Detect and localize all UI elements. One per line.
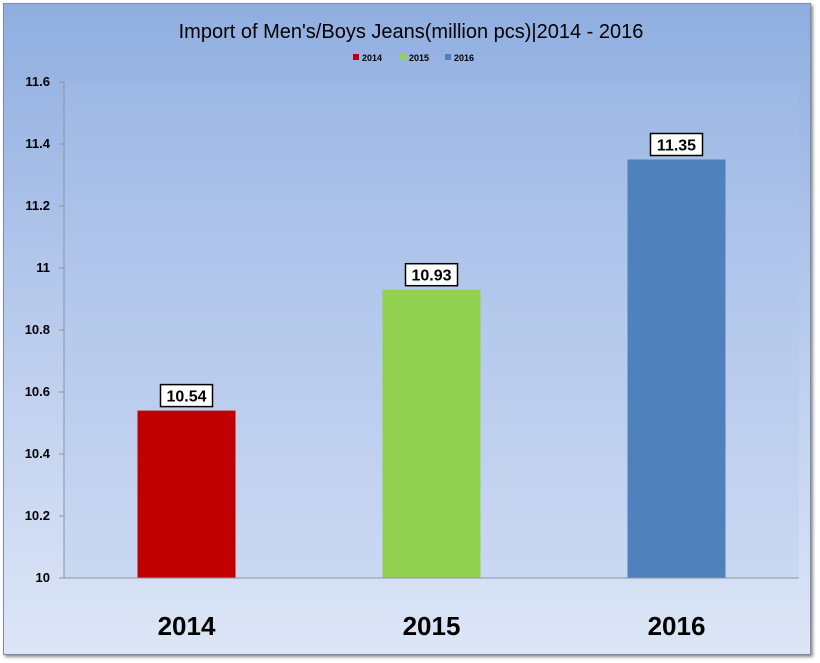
data-label: 11.35 — [657, 138, 696, 155]
y-tick-label: 11.4 — [25, 136, 50, 151]
x-tick-label: 2016 — [648, 611, 706, 641]
y-tick-label: 11.2 — [25, 198, 50, 213]
x-tick-label: 2015 — [403, 611, 461, 641]
legend: 2014 2015 2016 — [353, 53, 474, 63]
legend-label-2014: 2014 — [362, 53, 382, 63]
y-tick-label: 10.4 — [25, 446, 51, 461]
data-label: 10.54 — [166, 389, 206, 406]
y-axis: 10 10.2 10.4 10.6 10.8 11 11.2 11.4 11.6 — [25, 74, 65, 585]
data-label-box — [404, 262, 459, 287]
data-label-box — [649, 132, 704, 157]
bars: 10.54 10.93 11.35 — [137, 132, 726, 578]
data-label-box — [159, 383, 214, 408]
bar-2016 — [627, 159, 726, 578]
y-tick-label: 10 — [36, 570, 50, 585]
legend-label-2015: 2015 — [409, 53, 429, 63]
bar-chart: Import of Men's/Boys Jeans(million pcs)|… — [25, 21, 799, 641]
y-tick-label: 10.2 — [25, 508, 50, 523]
chart-title: Import of Men's/Boys Jeans(million pcs)|… — [179, 21, 644, 43]
legend-swatch-2014 — [353, 54, 359, 60]
y-tick-label: 11.6 — [25, 74, 50, 89]
y-tick-label: 10.8 — [25, 322, 50, 337]
bar-2014 — [137, 410, 236, 578]
data-label: 10.93 — [411, 268, 451, 285]
x-axis: 2014 2015 2016 — [64, 577, 799, 641]
bar-2015 — [382, 289, 481, 578]
legend-swatch-2015 — [400, 54, 406, 60]
chart-container: Import of Men's/Boys Jeans(million pcs)|… — [3, 3, 811, 655]
legend-swatch-2016 — [445, 54, 451, 60]
y-tick-label: 11 — [36, 260, 50, 275]
x-tick-label: 2014 — [158, 611, 216, 641]
legend-label-2016: 2016 — [454, 53, 474, 63]
y-tick-label: 10.6 — [25, 384, 50, 399]
